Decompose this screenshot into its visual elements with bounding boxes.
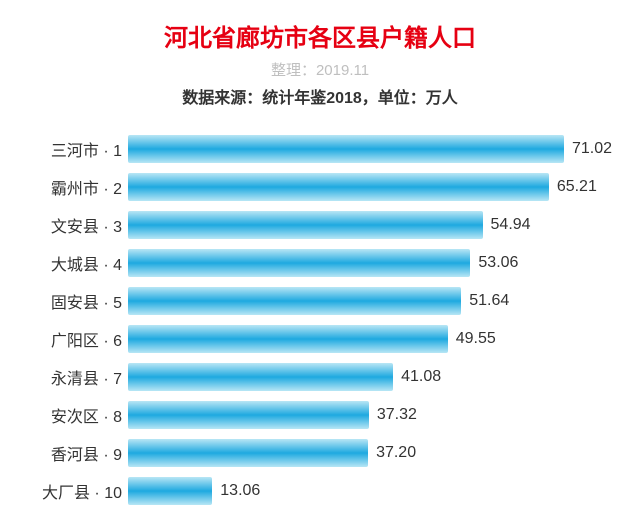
bar-track: 37.32: [128, 396, 612, 434]
bar: [128, 211, 483, 239]
bar-row: 大厂县 · 10 13.06: [28, 472, 612, 510]
value-label: 41.08: [401, 368, 441, 386]
category-label: 安次区 · 8: [28, 403, 128, 427]
bar-track: 65.21: [128, 168, 612, 206]
value-label: 13.06: [220, 482, 260, 500]
bar: [128, 439, 368, 467]
bar: [128, 287, 461, 315]
bar-track: 49.55: [128, 320, 612, 358]
category-label: 大厂县 · 10: [28, 479, 128, 503]
category-label: 大城县 · 4: [28, 251, 128, 275]
category-label: 广阳区 · 6: [28, 327, 128, 351]
bar-row: 永清县 · 7 41.08: [28, 358, 612, 396]
category-label: 香河县 · 9: [28, 441, 128, 465]
category-label: 文安县 · 3: [28, 213, 128, 237]
bar-row: 文安县 · 3 54.94: [28, 206, 612, 244]
bar-track: 54.94: [128, 206, 612, 244]
category-label: 固安县 · 5: [28, 289, 128, 313]
source-prefix: 数据来源：: [182, 90, 262, 107]
subtitle-label: 整理：: [271, 62, 316, 79]
bar-row: 霸州市 · 2 65.21: [28, 168, 612, 206]
bar-track: 37.20: [128, 434, 612, 472]
bar: [128, 325, 448, 353]
bar-row: 大城县 · 4 53.06: [28, 244, 612, 282]
value-label: 71.02: [572, 140, 612, 158]
chart-subtitle: 整理：2019.11: [28, 59, 612, 80]
subtitle-value: 2019.11: [316, 62, 369, 79]
value-label: 54.94: [491, 216, 531, 234]
bar: [128, 249, 470, 277]
bar-track: 53.06: [128, 244, 612, 282]
bar-row: 广阳区 · 6 49.55: [28, 320, 612, 358]
value-label: 53.06: [478, 254, 518, 272]
bar-row: 固安县 · 5 51.64: [28, 282, 612, 320]
bar-track: 71.02: [128, 130, 612, 168]
bar-row: 香河县 · 9 37.20: [28, 434, 612, 472]
category-label: 永清县 · 7: [28, 365, 128, 389]
bar-track: 51.64: [128, 282, 612, 320]
bar: [128, 173, 549, 201]
bar: [128, 135, 564, 163]
source-text: 统计年鉴2018，单位：万人: [262, 90, 458, 107]
value-label: 37.32: [377, 406, 417, 424]
chart-source: 数据来源：统计年鉴2018，单位：万人: [28, 84, 612, 108]
bar-track: 13.06: [128, 472, 612, 510]
bar: [128, 363, 393, 391]
bar-row: 安次区 · 8 37.32: [28, 396, 612, 434]
value-label: 37.20: [376, 444, 416, 462]
bar-row: 三河市 · 1 71.02: [28, 130, 612, 168]
category-label: 霸州市 · 2: [28, 175, 128, 199]
value-label: 65.21: [557, 178, 597, 196]
bar: [128, 401, 369, 429]
category-label: 三河市 · 1: [28, 137, 128, 161]
population-bar-chart: 河北省廊坊市各区县户籍人口 整理：2019.11 数据来源：统计年鉴2018，单…: [0, 0, 640, 530]
bar: [128, 477, 212, 505]
value-label: 49.55: [456, 330, 496, 348]
bars-container: 三河市 · 1 71.02 霸州市 · 2 65.21 文安县 · 3 54.94 大城县 …: [28, 130, 612, 510]
chart-title: 河北省廊坊市各区县户籍人口: [28, 18, 612, 53]
value-label: 51.64: [469, 292, 509, 310]
bar-track: 41.08: [128, 358, 612, 396]
